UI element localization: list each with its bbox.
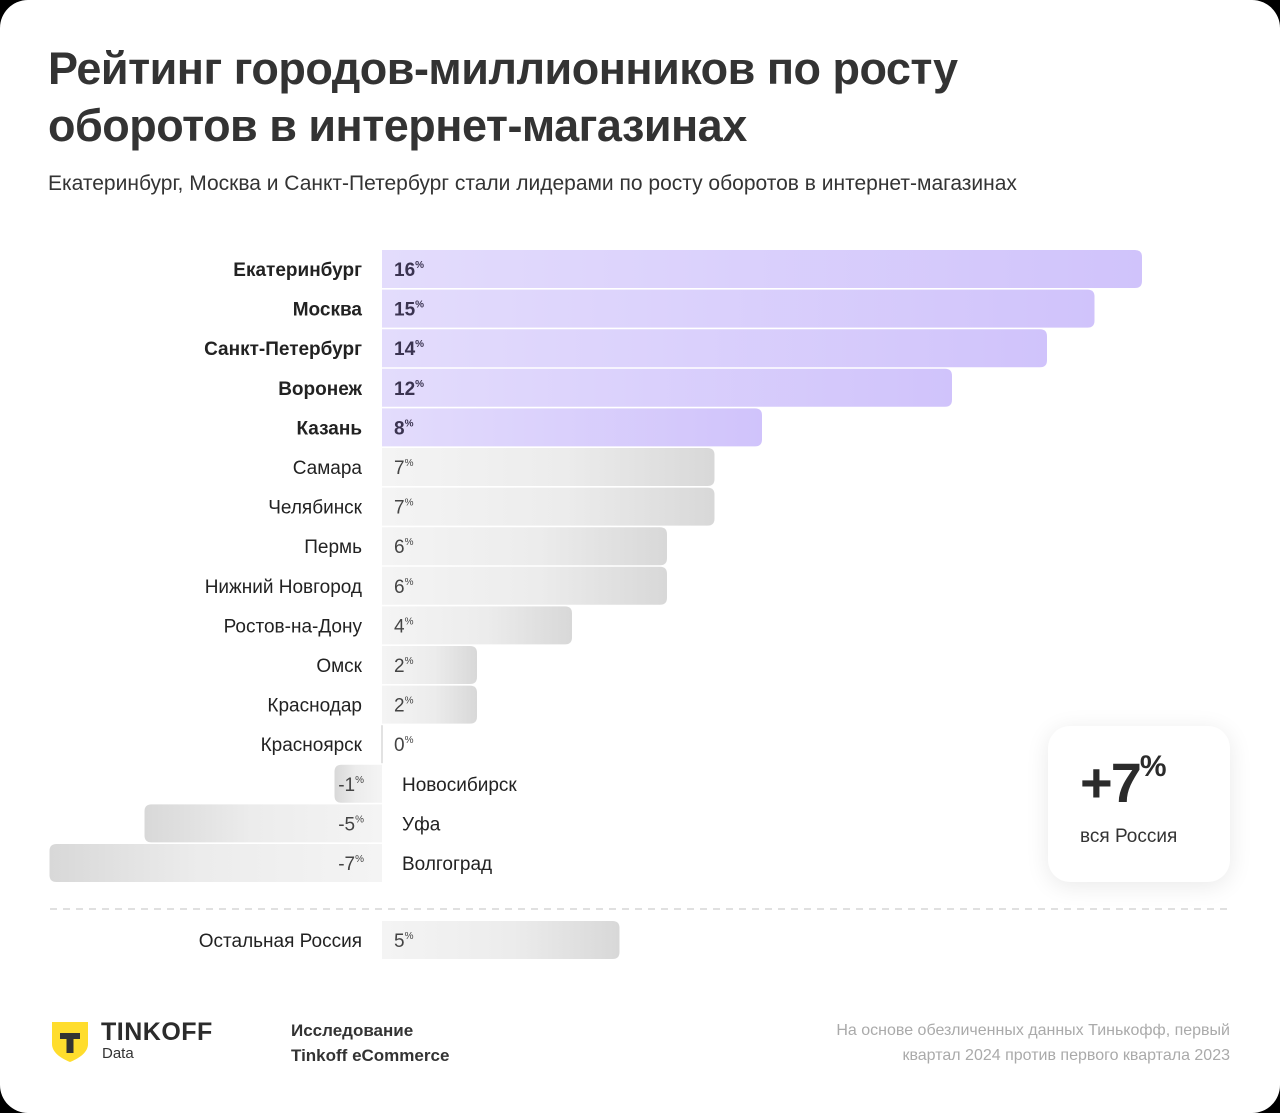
data-label: 0%	[394, 735, 414, 756]
bar-row: Екатеринбург 16%	[233, 250, 1142, 288]
bar-row: Омск 2%	[316, 646, 477, 684]
bar	[382, 408, 762, 447]
bar	[382, 448, 715, 486]
category-label: Волгоград	[402, 854, 492, 875]
category-label: Екатеринбург	[233, 260, 362, 281]
bar-row: Воронеж 12%	[278, 368, 952, 407]
bar	[382, 566, 667, 605]
bar-row: Санкт-Петербург 14%	[204, 329, 1047, 368]
category-label: Нижний Новгород	[205, 577, 362, 598]
tinkoff-shield-logo-icon	[52, 1022, 88, 1062]
category-label: Красноярск	[261, 735, 363, 756]
bar	[382, 606, 572, 645]
total-value: +7%	[1080, 750, 1167, 815]
source-note: На основе обезличенных данных Тинькофф, …	[836, 1018, 1230, 1068]
bar-row: Волгоград-7%	[49, 844, 492, 882]
reference-bar	[382, 921, 620, 959]
total-number: +7	[1080, 751, 1142, 814]
bar	[144, 804, 382, 843]
bar	[382, 527, 667, 566]
bar	[382, 289, 1095, 328]
bar	[382, 646, 477, 684]
bar-row: Краснодар 2%	[267, 685, 477, 724]
page-title: Рейтинг городов-миллионников по росту об…	[48, 43, 958, 151]
category-label: Москва	[293, 300, 363, 321]
category-label: Воронеж	[278, 379, 362, 400]
brand-subtitle: Data	[102, 1045, 134, 1062]
bar-row: Самара 7%	[293, 448, 715, 486]
study-line-2: Tinkoff eCommerce	[291, 1046, 450, 1065]
category-label: Самара	[293, 458, 363, 479]
total-unit: %	[1139, 750, 1167, 784]
category-label: Омск	[316, 656, 362, 677]
bar	[382, 250, 1142, 288]
bar-row: Пермь 6%	[304, 527, 667, 566]
category-label: Уфа	[402, 814, 441, 835]
bars-group: Екатеринбург 16%Москва 15%Санкт-Петербург 1…	[49, 250, 1142, 882]
category-label: Казань	[296, 418, 362, 439]
bar	[334, 764, 382, 803]
source-line-1: На основе обезличенных данных Тинькофф, …	[836, 1022, 1230, 1039]
reference-label: Остальная Россия	[199, 931, 362, 952]
category-label: Челябинск	[268, 498, 362, 519]
bar	[382, 368, 952, 407]
source-line-2: квартал 2024 против первого квартала 202…	[902, 1047, 1230, 1064]
bar	[382, 329, 1047, 368]
category-label: Новосибирск	[402, 775, 517, 796]
bar-row: Москва 15%	[293, 289, 1095, 328]
bar-row: Красноярск 0%	[261, 725, 414, 764]
bar	[382, 487, 715, 526]
bar-row: Казань 8%	[296, 408, 762, 447]
bar	[381, 725, 383, 764]
study-line-1: Исследование	[291, 1021, 414, 1040]
bar	[382, 685, 477, 724]
bar-row: Ростов-на-Дону 4%	[224, 606, 572, 645]
total-russia-card: +7% вся Россия	[1048, 726, 1230, 882]
total-label: вся Россия	[1080, 826, 1178, 847]
bar	[49, 844, 382, 882]
bar-row: Челябинск 7%	[268, 487, 715, 526]
category-label: Ростов-на-Дону	[224, 616, 363, 637]
category-label: Санкт-Петербург	[204, 339, 362, 360]
category-label: Пермь	[304, 537, 362, 558]
bar-row: Уфа-5%	[144, 804, 441, 843]
page-subtitle: Екатеринбург, Москва и Санкт-Петербург с…	[48, 172, 1017, 195]
reference-group: Остальная Россия 5%	[199, 921, 620, 959]
brand-name: TINKOFF	[101, 1018, 213, 1046]
study-caption: Исследование Tinkoff eCommerce	[291, 1018, 449, 1068]
category-label: Краснодар	[267, 696, 362, 717]
bar-chart: Екатеринбург 16%Москва 15%Санкт-Петербург 1…	[49, 250, 1230, 959]
bar-row: Нижний Новгород 6%	[205, 566, 667, 605]
bar-row: Новосибирск-1%	[334, 764, 517, 803]
